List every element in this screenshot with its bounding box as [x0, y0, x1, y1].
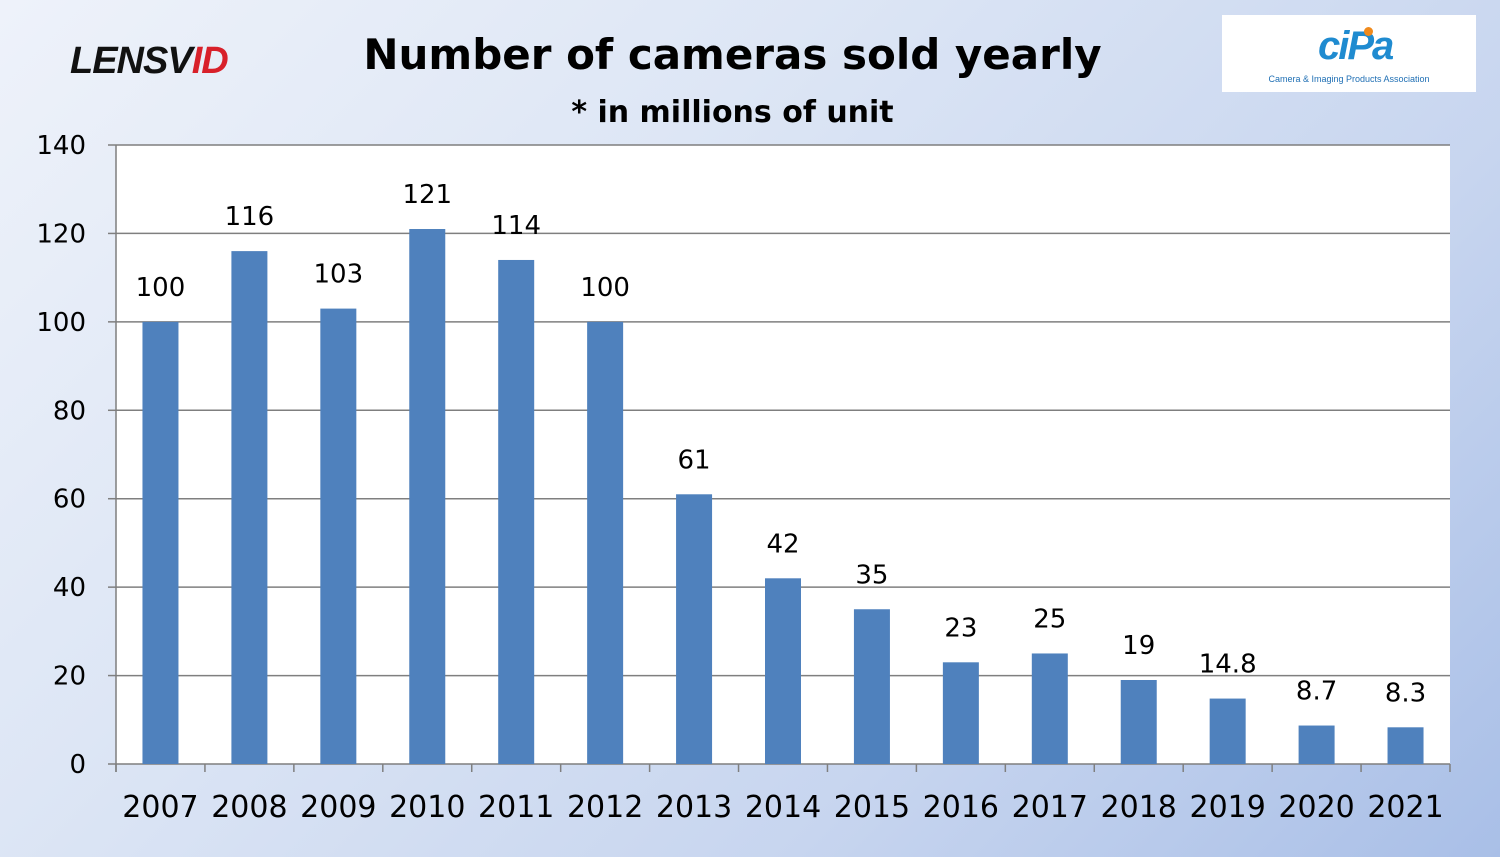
- bar-2017: [1031, 653, 1068, 764]
- y-tick-label: 0: [69, 750, 86, 780]
- cipa-logo-dot: [1364, 27, 1373, 36]
- data-label-2018: 19: [1122, 631, 1155, 661]
- bar-2016: [942, 662, 979, 764]
- bar-2012: [587, 321, 624, 764]
- bar-2019: [1209, 698, 1246, 764]
- x-tick-label-2007: 2007: [122, 790, 198, 825]
- data-label-2012: 100: [580, 273, 630, 303]
- x-tick-label-2016: 2016: [923, 790, 999, 825]
- x-tick-label-2011: 2011: [478, 790, 554, 825]
- data-label-2016: 23: [944, 613, 977, 643]
- bar-2014: [765, 578, 801, 764]
- x-tick-label-2018: 2018: [1101, 790, 1177, 825]
- cipa-logo: [1222, 15, 1476, 92]
- y-tick-label: 100: [36, 308, 86, 338]
- x-tick-label-2010: 2010: [389, 790, 465, 825]
- bar-2011: [498, 259, 535, 764]
- data-label-2009: 103: [314, 260, 364, 290]
- data-label-2017: 25: [1033, 604, 1066, 634]
- x-tick-label-2009: 2009: [300, 790, 376, 825]
- data-label-2020: 8.7: [1296, 677, 1337, 707]
- x-tick-label-2017: 2017: [1012, 790, 1088, 825]
- y-tick-label: 20: [53, 662, 86, 692]
- x-tick-label-2019: 2019: [1189, 790, 1265, 825]
- data-label-2010: 121: [402, 180, 452, 210]
- x-tick-label-2020: 2020: [1278, 790, 1354, 825]
- bar-2021: [1387, 727, 1424, 764]
- chart-title: Number of cameras sold yearly: [363, 30, 1102, 79]
- lensvid-logo: LENSVID: [70, 40, 229, 82]
- bar-2020: [1298, 725, 1335, 764]
- cipa-logo-word: ciPa: [1318, 24, 1394, 68]
- bar-2013: [676, 494, 713, 764]
- data-label-2013: 61: [678, 445, 711, 475]
- bar-2018: [1120, 679, 1157, 764]
- bar-2008: [231, 251, 268, 765]
- x-tick-label-2012: 2012: [567, 790, 643, 825]
- x-tick-label-2008: 2008: [211, 790, 287, 825]
- data-label-2019: 14.8: [1199, 650, 1257, 680]
- y-tick-label: 60: [53, 485, 86, 515]
- y-tick-label: 140: [36, 131, 86, 161]
- data-label-2011: 114: [491, 211, 541, 241]
- x-tick-label-2013: 2013: [656, 790, 732, 825]
- x-tick-label-2021: 2021: [1367, 790, 1443, 825]
- bar-2007: [142, 321, 179, 764]
- y-tick-label: 80: [53, 396, 86, 426]
- bar-2010: [409, 229, 446, 764]
- bar-2009: [320, 308, 357, 764]
- cipa-logo-caption: Camera & Imaging Products Association: [1268, 74, 1430, 84]
- x-tick-label-2015: 2015: [834, 790, 910, 825]
- data-label-2007: 100: [136, 273, 186, 303]
- data-label-2015: 35: [855, 560, 888, 590]
- data-label-2021: 8.3: [1385, 678, 1426, 708]
- data-label-2014: 42: [766, 529, 799, 559]
- chart-subtitle: * in millions of unit: [571, 95, 894, 130]
- x-tick-label-2014: 2014: [745, 790, 821, 825]
- data-label-2008: 116: [225, 202, 275, 232]
- bar-2015: [853, 609, 890, 764]
- y-tick-label: 120: [36, 219, 86, 249]
- y-tick-label: 40: [53, 573, 86, 603]
